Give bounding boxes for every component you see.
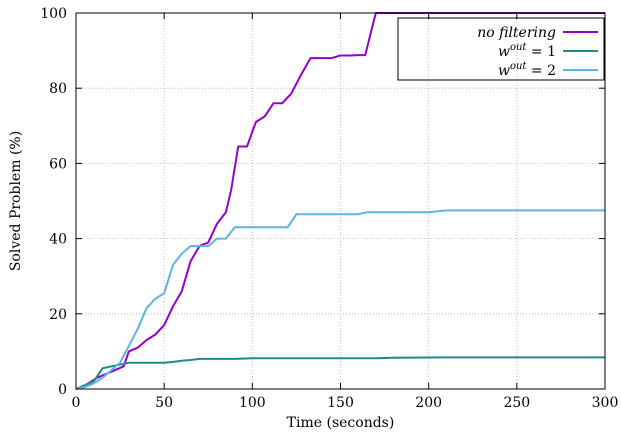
- y-tick-label: 60: [49, 156, 67, 172]
- series-lines: [75, 12, 605, 390]
- x-tick-label: 50: [155, 395, 173, 411]
- legend-label-2: wout = 1: [498, 42, 556, 60]
- series-line-2: [75, 356, 605, 390]
- x-axis: 0 50 100 150 200 250 300: [72, 13, 619, 411]
- legend-label-1: no filtering: [477, 25, 556, 41]
- y-axis-label: Solved Problem (%): [8, 131, 24, 271]
- y-tick-label: 80: [49, 81, 67, 97]
- legend-label-3: wout = 2: [498, 61, 556, 79]
- x-tick-label: 0: [72, 395, 81, 411]
- legend-box: [397, 17, 605, 81]
- x-axis-label: Time (seconds): [287, 415, 395, 431]
- x-tick-label: 300: [592, 395, 619, 411]
- x-tick-label: 100: [239, 395, 266, 411]
- y-tick-label: 40: [49, 232, 67, 248]
- y-tick-label: 100: [40, 6, 67, 22]
- grid: [76, 13, 605, 389]
- y-axis: 0 20 40 60 80 100: [40, 6, 605, 398]
- series-line-3: [75, 209, 605, 390]
- x-tick-label: 150: [327, 395, 354, 411]
- x-tick-label: 200: [415, 395, 442, 411]
- y-tick-label: 0: [58, 382, 67, 398]
- x-tick-label: 250: [503, 395, 530, 411]
- y-tick-label: 20: [49, 307, 67, 323]
